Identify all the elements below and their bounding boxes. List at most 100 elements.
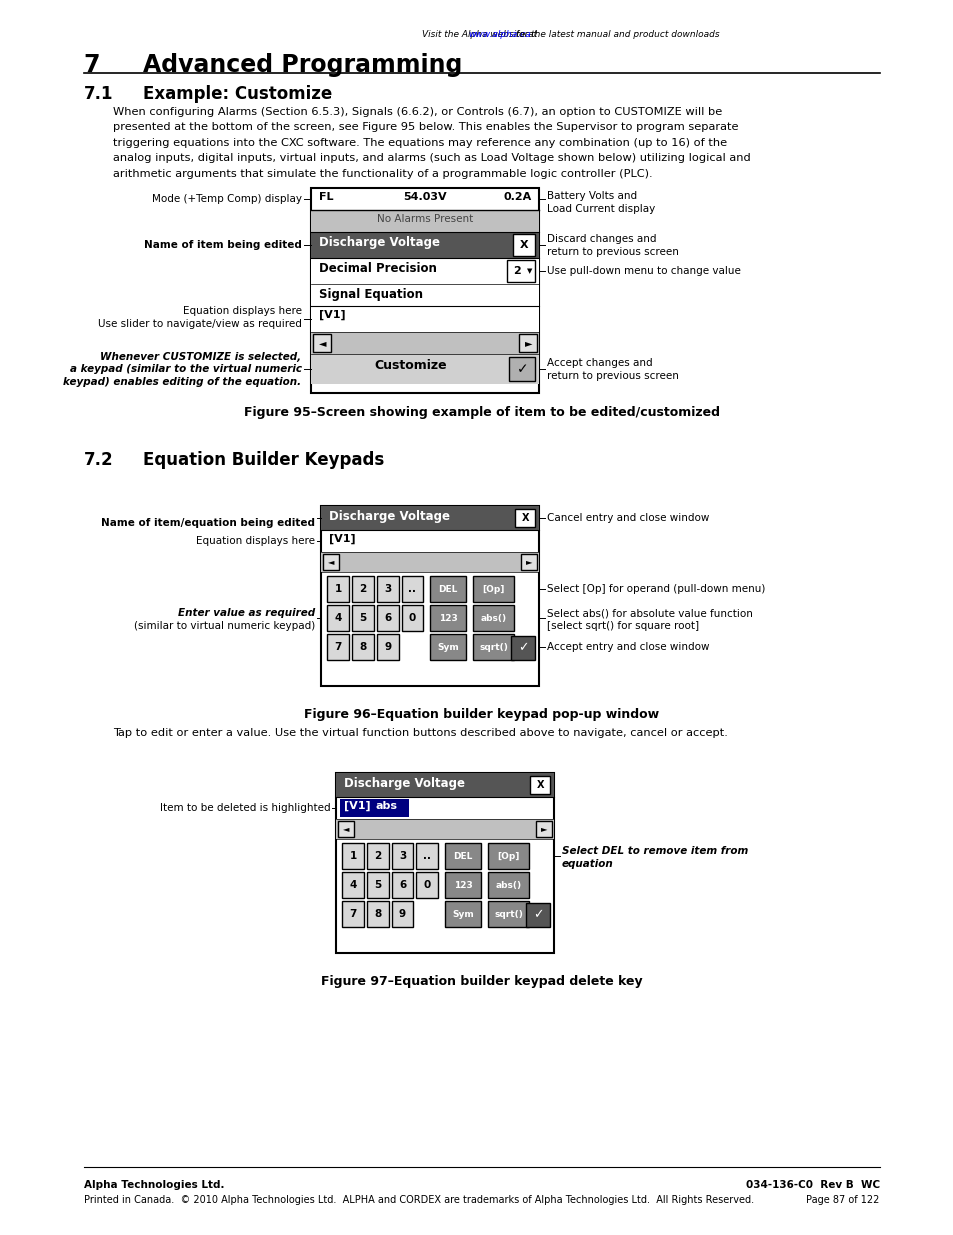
- Text: 7: 7: [84, 53, 100, 77]
- Text: Equation displays here: Equation displays here: [182, 306, 301, 316]
- Bar: [507, 261, 535, 282]
- Text: Battery Volts and: Battery Volts and: [546, 191, 637, 201]
- Text: [Op]: [Op]: [497, 851, 519, 861]
- Bar: [520, 555, 537, 571]
- Text: Discard changes and: Discard changes and: [546, 233, 656, 245]
- Text: Cancel entry and close window: Cancel entry and close window: [546, 513, 709, 522]
- Bar: [367, 872, 388, 898]
- Text: Figure 95–Screen showing example of item to be edited/customized: Figure 95–Screen showing example of item…: [244, 406, 719, 419]
- Text: X: X: [521, 513, 529, 522]
- Bar: [311, 354, 538, 384]
- Text: 0: 0: [409, 613, 416, 622]
- Text: 2: 2: [359, 584, 366, 594]
- Text: abs: abs: [375, 802, 397, 811]
- Text: 034-136-C0  Rev B  WC: 034-136-C0 Rev B WC: [745, 1179, 879, 1191]
- Text: 8: 8: [359, 642, 366, 652]
- Bar: [487, 902, 529, 927]
- Bar: [518, 333, 537, 352]
- Text: FL: FL: [319, 191, 334, 203]
- Bar: [416, 872, 437, 898]
- Text: abs(): abs(): [480, 614, 506, 622]
- Bar: [445, 844, 480, 869]
- Text: return to previous screen: return to previous screen: [546, 370, 679, 382]
- Text: Equation displays here: Equation displays here: [196, 536, 315, 546]
- Text: Discharge Voltage: Discharge Voltage: [344, 777, 465, 790]
- Bar: [513, 233, 535, 256]
- Bar: [311, 332, 538, 354]
- Text: DEL: DEL: [453, 851, 472, 861]
- Text: Equation Builder Keypads: Equation Builder Keypads: [143, 451, 384, 469]
- Text: Name of item/equation being edited: Name of item/equation being edited: [101, 517, 315, 529]
- Bar: [335, 773, 554, 797]
- Text: [Op]: [Op]: [482, 584, 504, 594]
- Text: Visit the Alpha website at: Visit the Alpha website at: [422, 30, 539, 40]
- Bar: [335, 773, 554, 953]
- Text: abs(): abs(): [495, 881, 521, 889]
- Bar: [536, 821, 552, 837]
- Text: presented at the bottom of the screen, see Figure 95 below. This enables the Sup: presented at the bottom of the screen, s…: [113, 122, 739, 132]
- Text: ✓: ✓: [517, 641, 528, 655]
- Text: Enter value as required: Enter value as required: [178, 608, 315, 618]
- Text: 5: 5: [359, 613, 366, 622]
- Bar: [311, 258, 538, 284]
- Bar: [511, 636, 535, 659]
- Bar: [509, 357, 535, 382]
- Bar: [352, 634, 374, 659]
- Text: return to previous screen: return to previous screen: [546, 247, 679, 257]
- Bar: [473, 634, 514, 659]
- Bar: [416, 844, 437, 869]
- Text: Sym: Sym: [436, 642, 458, 652]
- Bar: [314, 333, 331, 352]
- Bar: [430, 605, 465, 631]
- Bar: [327, 605, 349, 631]
- Text: ◄: ◄: [328, 557, 335, 567]
- Text: Signal Equation: Signal Equation: [319, 288, 423, 301]
- Text: ..: ..: [408, 584, 416, 594]
- Bar: [392, 872, 413, 898]
- Bar: [311, 284, 538, 306]
- Bar: [342, 902, 363, 927]
- Text: ◄: ◄: [318, 338, 326, 348]
- Text: DEL: DEL: [438, 584, 457, 594]
- Bar: [376, 576, 398, 601]
- Text: (similar to virtual numeric keypad): (similar to virtual numeric keypad): [134, 621, 315, 631]
- Bar: [311, 188, 538, 393]
- Bar: [335, 819, 554, 839]
- Text: When configuring Alarms (Section 6.5.3), Signals (6.6.2), or Controls (6.7), an : When configuring Alarms (Section 6.5.3),…: [113, 107, 722, 117]
- Text: [V1]: [V1]: [344, 802, 371, 811]
- Text: Customize: Customize: [374, 359, 446, 372]
- Bar: [430, 634, 465, 659]
- Text: Accept entry and close window: Accept entry and close window: [546, 642, 709, 652]
- Bar: [338, 821, 354, 837]
- Text: 6: 6: [398, 881, 406, 890]
- Bar: [430, 576, 465, 601]
- Text: Discharge Voltage: Discharge Voltage: [319, 236, 440, 249]
- Bar: [323, 555, 339, 571]
- Bar: [515, 509, 535, 527]
- Bar: [473, 576, 514, 601]
- Text: keypad) enables editing of the equation.: keypad) enables editing of the equation.: [63, 377, 301, 387]
- Text: 1: 1: [335, 584, 341, 594]
- Bar: [473, 605, 514, 631]
- Text: Use slider to navigate/view as required: Use slider to navigate/view as required: [97, 319, 301, 329]
- Text: ◄: ◄: [342, 825, 349, 834]
- Text: Page 87 of 122: Page 87 of 122: [805, 1195, 879, 1205]
- Text: 3: 3: [384, 584, 391, 594]
- Text: X: X: [519, 240, 528, 249]
- Bar: [340, 799, 409, 818]
- Bar: [321, 506, 538, 685]
- Text: 9: 9: [384, 642, 391, 652]
- Bar: [342, 844, 363, 869]
- Text: Select abs() for absolute value function: Select abs() for absolute value function: [546, 608, 752, 618]
- Text: Name of item being edited: Name of item being edited: [144, 240, 301, 249]
- Bar: [321, 552, 538, 572]
- Bar: [352, 605, 374, 631]
- Bar: [352, 576, 374, 601]
- Text: Load Current display: Load Current display: [546, 204, 655, 214]
- Text: [select sqrt() for square root]: [select sqrt() for square root]: [546, 621, 699, 631]
- Text: sqrt(): sqrt(): [478, 642, 508, 652]
- Text: 123: 123: [438, 614, 457, 622]
- Text: 0: 0: [423, 881, 431, 890]
- Bar: [526, 903, 550, 927]
- Text: ▼: ▼: [526, 268, 532, 274]
